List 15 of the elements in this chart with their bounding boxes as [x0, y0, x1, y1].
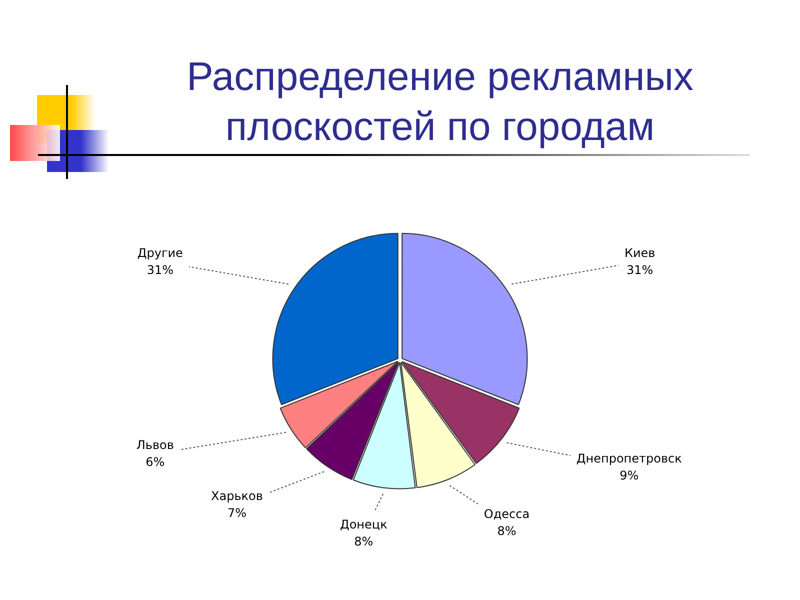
slice-label: Днепропетровск	[576, 451, 682, 466]
data-label: 31%	[146, 262, 174, 277]
slice-label: Донецк	[340, 518, 388, 532]
data-label: 9%	[620, 468, 639, 482]
slice-label: Другие	[137, 246, 183, 260]
data-label: 7%	[227, 506, 247, 520]
data-label: 8%	[497, 524, 516, 538]
slice-label: Львов	[136, 438, 174, 452]
slice-label: Киев	[624, 246, 656, 260]
chart-title: Распределение рекламных плоскостей по городам	[186, 54, 694, 151]
data-label: 6%	[146, 454, 165, 469]
data-label: 8%	[354, 534, 374, 549]
slice-label: Одесса	[484, 506, 530, 521]
data-label: 31%	[626, 262, 654, 277]
slice-label: Харьков	[211, 488, 263, 503]
